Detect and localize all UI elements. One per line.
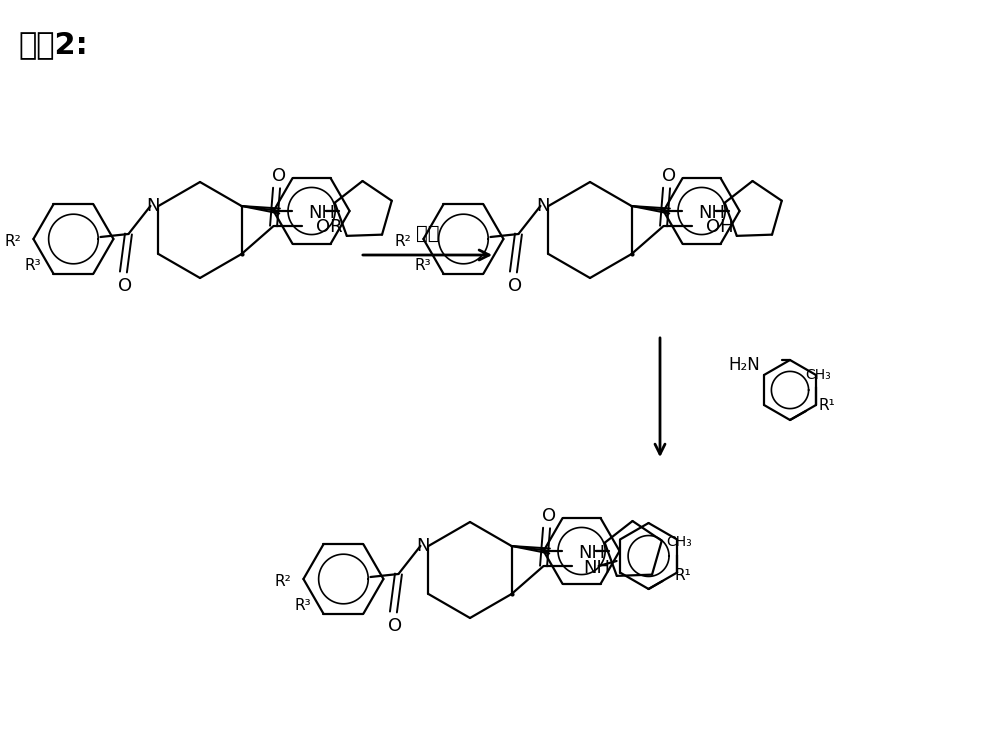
Text: R¹: R¹ xyxy=(818,398,835,414)
Text: O: O xyxy=(542,507,556,525)
Text: R³: R³ xyxy=(415,258,431,273)
Text: 方案2:: 方案2: xyxy=(18,30,88,59)
Text: R²: R² xyxy=(5,234,21,250)
Text: R²: R² xyxy=(395,234,411,250)
Text: 水解: 水解 xyxy=(416,223,439,242)
Text: N: N xyxy=(537,197,550,215)
Text: R²: R² xyxy=(275,575,291,589)
Text: OR: OR xyxy=(316,218,342,236)
Text: NH: NH xyxy=(699,204,726,222)
Text: O: O xyxy=(118,277,132,295)
Text: OH: OH xyxy=(706,218,733,236)
Text: CH₃: CH₃ xyxy=(805,368,831,382)
Text: O: O xyxy=(508,277,522,295)
Text: H₂N: H₂N xyxy=(728,356,760,374)
Text: R¹: R¹ xyxy=(675,569,691,583)
Text: O: O xyxy=(272,167,286,185)
Text: NH: NH xyxy=(584,559,611,577)
Text: N: N xyxy=(147,197,160,215)
Text: N: N xyxy=(417,537,430,555)
Text: NH: NH xyxy=(579,544,606,562)
Text: R³: R³ xyxy=(25,258,41,273)
Text: R³: R³ xyxy=(295,598,311,613)
Text: CH₃: CH₃ xyxy=(666,536,692,550)
Text: O: O xyxy=(388,617,402,635)
Text: NH: NH xyxy=(309,204,336,222)
Text: O: O xyxy=(662,167,676,185)
